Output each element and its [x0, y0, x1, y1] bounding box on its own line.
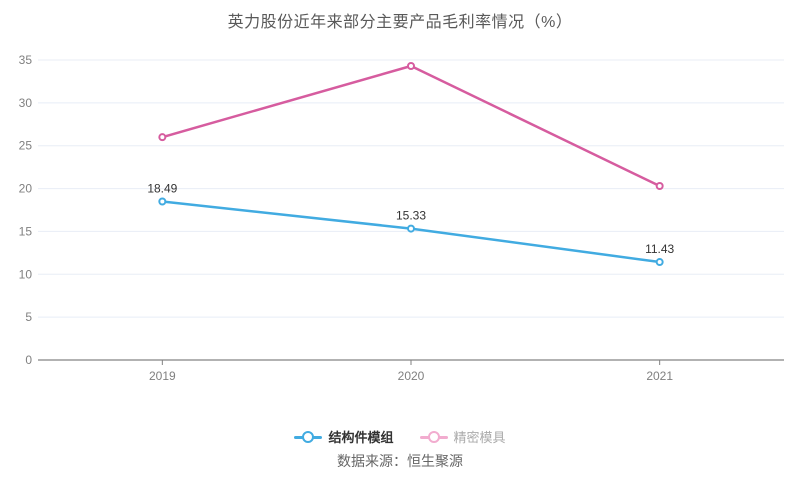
data-point-label: 15.33 — [396, 209, 426, 223]
y-axis-tick-label: 25 — [19, 139, 33, 153]
y-axis-tick-label: 0 — [25, 353, 32, 367]
legend-line-marker-icon — [419, 430, 448, 444]
x-axis-tick-label: 2020 — [398, 369, 425, 383]
data-point-marker — [158, 197, 167, 206]
legend-item-structural-module[interactable]: 结构件模组 — [294, 427, 394, 446]
data-point-marker — [655, 182, 664, 190]
data-point-marker — [407, 224, 415, 233]
y-axis-tick-label: 5 — [25, 310, 32, 324]
legend-line-marker-icon — [294, 430, 323, 444]
legend-item-precision-mold[interactable]: 精密模具 — [419, 427, 506, 446]
data-point-marker — [158, 133, 167, 142]
legend-label: 精密模具 — [453, 430, 506, 445]
chart-legend: 结构件模组 精密模具 — [0, 427, 800, 446]
y-axis-tick-label: 20 — [19, 182, 33, 196]
series-line-1 — [161, 64, 661, 188]
data-point-label: 11.43 — [645, 242, 674, 256]
data-point-label: 18.49 — [147, 182, 177, 196]
x-axis-tick-label: 2019 — [149, 369, 176, 383]
y-axis-tick-label: 30 — [19, 96, 33, 110]
legend-label: 结构件模组 — [328, 430, 394, 445]
x-axis-tick-label: 2021 — [646, 369, 673, 383]
line-chart-plot: 0 5 10 15 20 25 30 35 2019 2020 2021 18.49 15.33 11.4… — [19, 53, 784, 383]
chart-title: 英力股份近年来部分主要产品毛利率情况（%） — [227, 14, 573, 31]
data-point-marker — [407, 62, 415, 70]
y-axis-tick-label: 35 — [19, 53, 33, 67]
data-source-note: 数据来源：恒生聚源 — [337, 453, 463, 469]
y-axis-tick-label: 15 — [19, 224, 33, 238]
data-point-marker — [655, 258, 664, 267]
y-axis-tick-label: 10 — [19, 267, 33, 281]
